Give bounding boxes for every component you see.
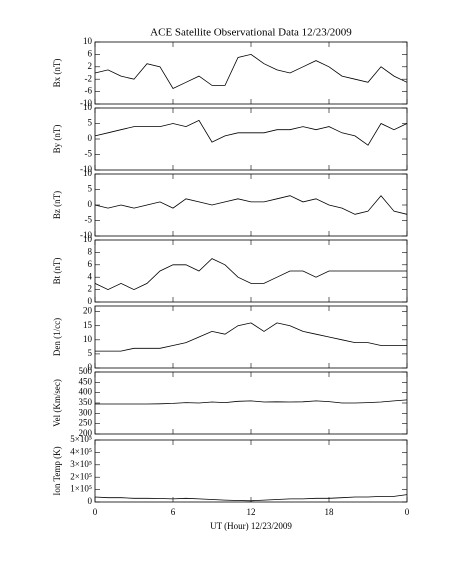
y-tick-label: 3×10⁵ <box>70 459 92 469</box>
x-tick-label: 6 <box>171 507 176 517</box>
y-tick-label: 20 <box>83 306 93 316</box>
y-tick-label: 0 <box>88 496 93 506</box>
x-axis-label: UT (Hour) 12/23/2009 <box>210 521 292 531</box>
x-tick-label: 12 <box>247 507 256 517</box>
y-tick-label: 6 <box>88 259 93 269</box>
y-tick-label: 15 <box>83 320 93 330</box>
y-tick-label: 500 <box>79 366 93 376</box>
y-axis-label: By (nT) <box>52 125 62 154</box>
plot-frame <box>94 439 408 503</box>
plot-frame <box>94 305 408 369</box>
plot-frame <box>94 107 408 171</box>
y-tick-label: -2 <box>85 73 93 83</box>
data-line <box>94 195 408 215</box>
y-tick-label: 5 <box>88 184 93 194</box>
y-tick-label: 10 <box>83 36 93 46</box>
y-tick-label: 400 <box>79 387 93 397</box>
data-line <box>94 494 408 502</box>
y-tick-label: 6 <box>88 48 93 58</box>
y-axis-label: Ion Temp (K) <box>52 446 62 495</box>
y-tick-label: -10 <box>80 164 92 174</box>
y-axis-label: Bt (nT) <box>52 258 62 285</box>
y-tick-label: 350 <box>79 397 93 407</box>
y-tick-label: 0 <box>88 199 93 209</box>
y-axis-label: Bz (nT) <box>52 191 62 219</box>
x-tick-label: 18 <box>325 507 335 517</box>
y-tick-label: -10 <box>80 98 92 108</box>
x-tick-label: 0 <box>93 507 98 517</box>
data-line <box>94 258 407 291</box>
y-tick-label: 250 <box>79 418 93 428</box>
y-tick-label: 0 <box>88 133 93 143</box>
plot-frame <box>94 173 408 237</box>
y-tick-label: 2×10⁵ <box>70 471 92 481</box>
y-tick-label: 450 <box>79 376 93 386</box>
chart-title: ACE Satellite Observational Data 12/23/2… <box>150 27 352 39</box>
y-tick-label: 10 <box>83 334 93 344</box>
y-tick-label: 1×10⁵ <box>70 484 92 494</box>
x-tick-label: 0 <box>405 507 410 517</box>
y-tick-label: 4×10⁵ <box>70 446 92 456</box>
y-tick-label: 8 <box>88 246 93 256</box>
data-line <box>95 322 407 352</box>
y-tick-label: 0 <box>88 362 93 372</box>
y-tick-label: -10 <box>80 230 92 240</box>
y-axis-label: Bx (nT) <box>52 59 62 88</box>
y-tick-label: 2 <box>88 61 93 71</box>
y-tick-label: 0 <box>88 296 93 306</box>
y-tick-label: 300 <box>79 407 93 417</box>
y-tick-label: 2 <box>88 284 93 294</box>
y-tick-label: 4 <box>88 271 93 281</box>
y-tick-label: 200 <box>79 428 93 438</box>
y-tick-label: 5×10⁵ <box>70 434 92 444</box>
y-tick-label: -5 <box>85 149 93 159</box>
y-tick-label: 5 <box>88 348 93 358</box>
y-tick-label: 10 <box>83 234 93 244</box>
plot-frame <box>94 41 408 105</box>
y-tick-label: -6 <box>85 86 93 96</box>
y-tick-label: 5 <box>88 118 93 128</box>
data-line <box>94 53 408 90</box>
data-line <box>94 119 408 146</box>
y-tick-label: 10 <box>83 102 93 112</box>
y-axis-label: Den (1/cc) <box>52 318 62 356</box>
y-tick-label: 10 <box>83 168 93 178</box>
data-line <box>95 399 408 405</box>
y-tick-label: -5 <box>85 215 93 225</box>
y-axis-label: Vel (Km/sec) <box>52 379 62 427</box>
